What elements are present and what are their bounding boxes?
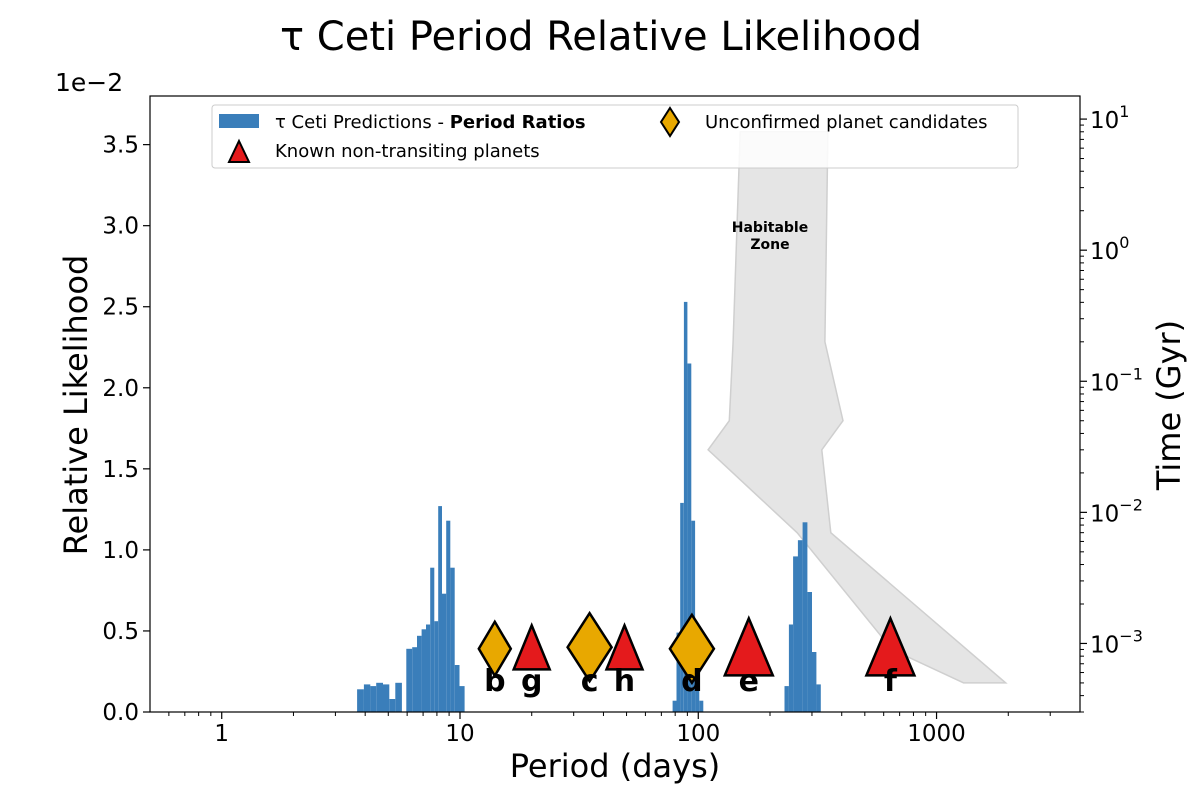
planet-label-b: b bbox=[484, 664, 505, 699]
histogram-bar-7 bbox=[406, 648, 413, 712]
histogram-bar-30 bbox=[793, 556, 798, 712]
habitable-zone-label-line1: Habitable bbox=[732, 220, 808, 236]
histogram-bar-13 bbox=[434, 621, 439, 712]
planet-label-f: f bbox=[884, 664, 898, 699]
y-tick-label-0.5: 0.5 bbox=[102, 619, 139, 645]
y2-tick-base: 10 bbox=[1090, 108, 1119, 134]
histogram-bar-21 bbox=[676, 632, 681, 712]
histogram-bar-19 bbox=[459, 686, 465, 712]
planet-label-d: d bbox=[681, 664, 702, 699]
habitable-zone-label-line2: Zone bbox=[750, 237, 789, 253]
x-tick-label-100: 100 bbox=[676, 721, 720, 747]
known-marker-h bbox=[604, 622, 645, 671]
histogram-bar-10 bbox=[421, 629, 426, 712]
histogram-bar-28 bbox=[784, 686, 789, 712]
known-marker-f bbox=[864, 615, 917, 677]
y2-tick-base: 10 bbox=[1090, 501, 1119, 527]
histogram-bar-0 bbox=[357, 689, 364, 712]
legend-triangle-marker bbox=[227, 138, 251, 163]
histogram-bar-22 bbox=[680, 502, 684, 712]
known-marker-e bbox=[722, 615, 775, 677]
histogram-bar-5 bbox=[389, 699, 396, 712]
planet-label-e: e bbox=[739, 664, 759, 699]
plot-frame bbox=[149, 95, 1081, 713]
histogram-bar-35 bbox=[816, 684, 821, 712]
legend-box bbox=[211, 104, 1019, 169]
y2-tick-exponent: 1 bbox=[1119, 102, 1129, 121]
histogram-bar-2 bbox=[370, 686, 377, 712]
y2-tick-base: 10 bbox=[1090, 370, 1119, 396]
planet-label-h: h bbox=[614, 664, 635, 699]
legend-known-label: Known non-transiting planets bbox=[275, 141, 540, 162]
y-offset-text: 1e−2 bbox=[55, 68, 123, 97]
legend-bar-swatch bbox=[219, 114, 259, 128]
axes-ticks: 1 10 100 10000.00.51.01.52.02.53.03.5101100… bbox=[102, 102, 1142, 747]
y-tick-label-3.0: 3.0 bbox=[102, 214, 139, 240]
y-tick-label-0.0: 0.0 bbox=[102, 700, 139, 726]
y2-tick-exponent: −1 bbox=[1119, 364, 1143, 383]
legend-unconfirmed-label: Unconfirmed planet candidates bbox=[705, 112, 988, 133]
x-tick-label-1: 1 bbox=[214, 721, 229, 747]
planet-label-g: g bbox=[521, 664, 542, 699]
planet-label-c: c bbox=[581, 664, 599, 699]
x-tick-label-1000: 1000 bbox=[907, 721, 966, 747]
y2-tick-label: 10−3 bbox=[1090, 626, 1143, 658]
y2-tick-label: 10−2 bbox=[1090, 495, 1143, 527]
y2-tick-label: 100 bbox=[1090, 233, 1129, 265]
legend-bar-name-bold: Period Ratios bbox=[450, 112, 586, 133]
histogram-bar-3 bbox=[376, 682, 383, 712]
histogram-bar-26 bbox=[695, 655, 700, 712]
histogram-bar-24 bbox=[687, 363, 692, 712]
y2-tick-label: 101 bbox=[1090, 102, 1129, 134]
unconfirmed-marker-b bbox=[477, 619, 513, 679]
histogram-bar-23 bbox=[683, 301, 688, 712]
y2-tick-exponent: −3 bbox=[1119, 626, 1143, 645]
unconfirmed-marker-c bbox=[566, 610, 614, 684]
legend-diamond-marker bbox=[659, 106, 681, 138]
y-tick-label-3.5: 3.5 bbox=[102, 133, 139, 159]
histogram-bar-33 bbox=[807, 592, 812, 712]
habitable-zone-band bbox=[707, 131, 1008, 684]
unconfirmed-marker-d bbox=[668, 612, 716, 686]
known-marker-g bbox=[511, 622, 552, 671]
histogram-bar-16 bbox=[446, 520, 451, 712]
y2-axis-label: Time (Gyr) bbox=[1150, 320, 1188, 491]
y2-tick-base: 10 bbox=[1090, 632, 1119, 658]
histogram-bar-29 bbox=[788, 624, 794, 712]
histogram-bar-27 bbox=[699, 700, 704, 712]
x-axis-label: Period (days) bbox=[510, 747, 720, 785]
y-tick-label-1.5: 1.5 bbox=[102, 457, 139, 483]
y-tick-label-2.5: 2.5 bbox=[102, 295, 139, 321]
histogram-bar-11 bbox=[426, 624, 431, 712]
histogram-bar-15 bbox=[442, 593, 447, 712]
y2-tick-exponent: −2 bbox=[1119, 495, 1143, 514]
histogram-bar-17 bbox=[450, 567, 455, 712]
legend: τ Ceti Predictions - Period Ratios Known… bbox=[211, 104, 1019, 169]
histogram-bar-6 bbox=[395, 682, 402, 712]
histogram-bar-34 bbox=[812, 652, 817, 712]
histogram-bar-12 bbox=[430, 567, 435, 712]
y2-tick-label: 10−1 bbox=[1090, 364, 1143, 396]
y-tick-label-2.0: 2.0 bbox=[102, 376, 139, 402]
histogram-bar-32 bbox=[802, 522, 808, 712]
y2-tick-exponent: 0 bbox=[1119, 233, 1129, 252]
histogram-bar-14 bbox=[438, 506, 442, 712]
histogram-bar-8 bbox=[412, 647, 417, 712]
histogram-bar-9 bbox=[417, 635, 422, 712]
x-tick-label-10: 10 bbox=[445, 721, 474, 747]
legend-bar-name: τ Ceti Predictions - bbox=[275, 112, 450, 133]
chart-title: τ Ceti Period Relative Likelihood bbox=[280, 14, 922, 60]
y2-tick-base: 10 bbox=[1090, 239, 1119, 265]
histogram-bar-18 bbox=[454, 665, 460, 712]
y-tick-label-1.0: 1.0 bbox=[102, 538, 139, 564]
histogram-bar-31 bbox=[797, 540, 803, 712]
histogram-bar-1 bbox=[363, 684, 371, 712]
histogram-bar-20 bbox=[672, 700, 677, 712]
histogram-bar-4 bbox=[383, 684, 390, 712]
legend-bar-label: τ Ceti Predictions - Period Ratios bbox=[275, 112, 586, 133]
y-axis-label: Relative Likelihood bbox=[57, 255, 95, 556]
